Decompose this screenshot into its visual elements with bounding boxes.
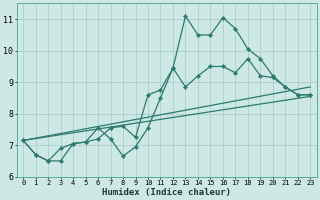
- X-axis label: Humidex (Indice chaleur): Humidex (Indice chaleur): [102, 188, 231, 197]
